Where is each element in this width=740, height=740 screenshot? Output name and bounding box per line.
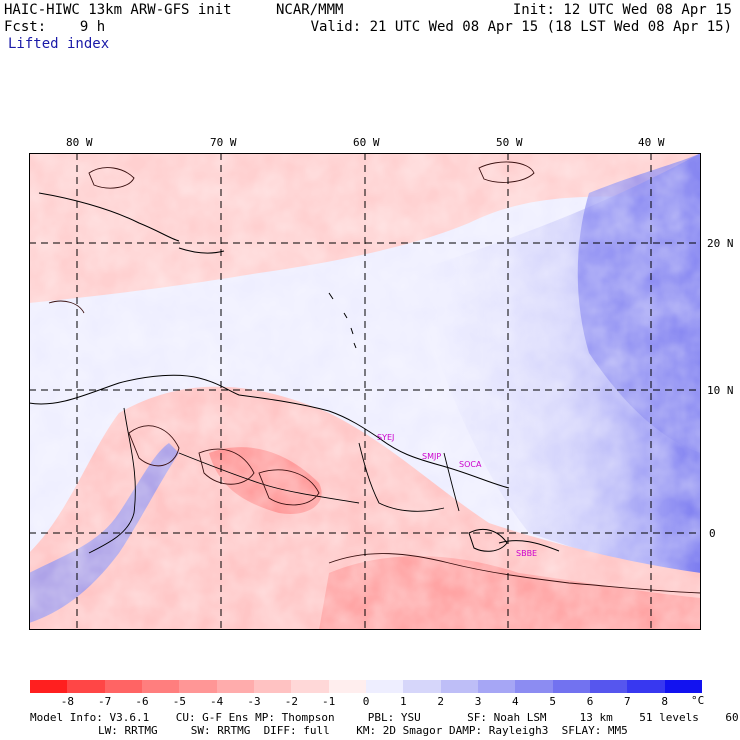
lat-label-20n: 20 N bbox=[707, 237, 734, 250]
coastlines bbox=[29, 192, 560, 552]
field-name: Lifted index bbox=[8, 36, 110, 52]
colorbar-tick-label: 7 bbox=[624, 695, 631, 708]
valid-time: Valid: 21 UTC Wed 08 Apr 15 (18 LST Wed … bbox=[310, 19, 732, 35]
colorbar-segment bbox=[104, 680, 142, 693]
colorbar-tick-label: -1 bbox=[322, 695, 336, 708]
colorbar-tick-label: 6 bbox=[586, 695, 594, 708]
station-smjp: SMJP bbox=[422, 452, 441, 461]
lon-label-70w: 70 W bbox=[210, 136, 237, 149]
country-borders bbox=[88, 407, 460, 554]
colorbar-unit: °C bbox=[691, 694, 705, 707]
colorbar-segment bbox=[589, 680, 628, 693]
colorbar-tick-label: 8 bbox=[661, 695, 668, 708]
station-soca: SOCA bbox=[459, 460, 482, 469]
footer-physics: LW: RRTMG SW: RRTMG DIFF: full KM: 2D Sm… bbox=[98, 724, 628, 737]
colorbar-segment bbox=[291, 680, 329, 693]
colorbar-tick-label: 2 bbox=[437, 695, 444, 708]
colorbar-tick-label: -8 bbox=[60, 695, 74, 708]
lifted-index-map: SYEJ SMJP SOCA SBBE bbox=[29, 153, 701, 630]
lat-label-eq: 0 bbox=[709, 527, 716, 540]
colorbar-segment bbox=[440, 680, 478, 693]
colorbar-segment bbox=[365, 680, 404, 693]
init-time: Init: 12 UTC Wed 08 Apr 15 bbox=[512, 2, 732, 18]
colorbar-segment bbox=[664, 680, 702, 693]
colorbar-segment bbox=[403, 680, 441, 693]
colorbar-tick-label: 3 bbox=[474, 695, 482, 708]
colorbar-tick-label: -4 bbox=[210, 695, 224, 708]
forecast-hour: Fcst: 9 h bbox=[4, 19, 106, 35]
colorbar-tick-label: -5 bbox=[172, 695, 186, 708]
station-syej: SYEJ bbox=[377, 433, 394, 442]
footer-model-info: Model Info: V3.6.1 CU: G-F Ens MP: Thomp… bbox=[30, 711, 740, 724]
colorbar-tick-label: -2 bbox=[284, 695, 298, 708]
lat-lon-grid bbox=[29, 153, 701, 630]
station-labels: SYEJ SMJP SOCA SBBE bbox=[377, 433, 537, 558]
colorbar-tick-label: 5 bbox=[549, 695, 556, 708]
colorbar-segment bbox=[216, 680, 254, 693]
org-label: NCAR/MMM bbox=[276, 2, 344, 18]
colorbar-segment bbox=[179, 680, 217, 693]
colorbar-segment bbox=[328, 680, 366, 693]
colorbar-tick-label: 4 bbox=[512, 695, 519, 708]
station-sbbe: SBBE bbox=[516, 549, 537, 558]
model-title: HAIC-HIWC 13km ARW-GFS init bbox=[4, 2, 232, 18]
colorbar-segment bbox=[30, 680, 68, 693]
colorbar-tick-label: -3 bbox=[247, 695, 261, 708]
colorbar bbox=[30, 680, 702, 693]
colorbar-segment bbox=[253, 680, 292, 693]
lon-label-40w: 40 W bbox=[638, 136, 665, 149]
lon-label-80w: 80 W bbox=[66, 136, 93, 149]
colorbar-tick-label: -7 bbox=[98, 695, 112, 708]
lat-label-10n: 10 N bbox=[707, 384, 734, 397]
colorbar-segment bbox=[141, 680, 180, 693]
colorbar-segment bbox=[515, 680, 553, 693]
colorbar-segment bbox=[627, 680, 665, 693]
colorbar-segment bbox=[477, 680, 516, 693]
colorbar-segment bbox=[552, 680, 590, 693]
lon-label-60w: 60 W bbox=[353, 136, 380, 149]
colorbar-tick-label: 1 bbox=[400, 695, 407, 708]
contour-lines bbox=[48, 161, 701, 594]
colorbar-tick-label: 0 bbox=[362, 695, 370, 708]
lon-label-50w: 50 W bbox=[496, 136, 523, 149]
colorbar-segment bbox=[67, 680, 105, 693]
colorbar-tick-label: -6 bbox=[135, 695, 149, 708]
